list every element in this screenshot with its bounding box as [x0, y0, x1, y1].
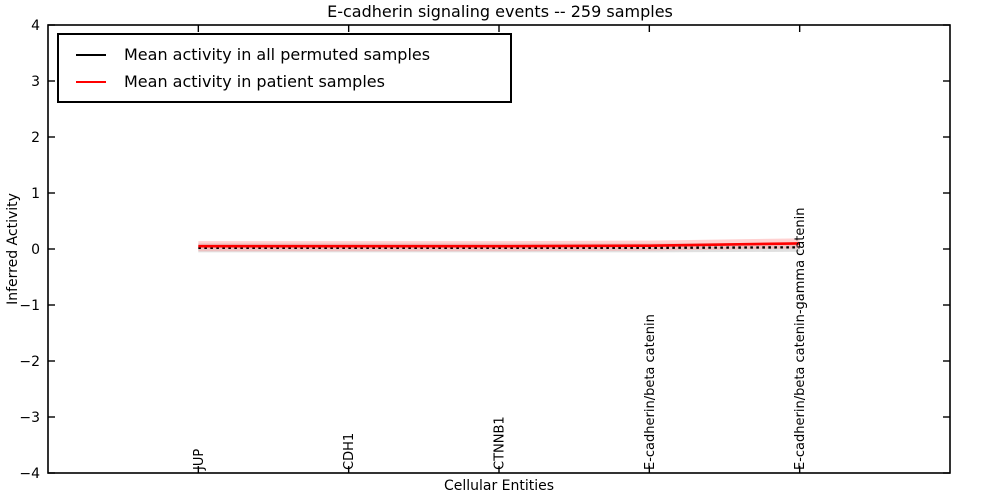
x-tick-label: CTNNB1 — [493, 416, 508, 470]
legend-item-patient: Mean activity in patient samples — [59, 68, 510, 95]
legend-line-patient-icon — [76, 80, 106, 83]
chart-title: E-cadherin signaling events -- 259 sampl… — [327, 2, 673, 21]
y-tick-label: 1 — [31, 186, 40, 202]
y-tick-label: 4 — [31, 18, 40, 34]
y-tick-label: 2 — [31, 130, 40, 146]
legend-line-permuted-icon — [76, 53, 106, 56]
series-line-permuted — [198, 246, 800, 250]
x-tick-label: JUP — [192, 449, 207, 471]
y-tick-label: −3 — [19, 410, 40, 426]
x-tick-label: CDH1 — [342, 433, 357, 470]
y-tick-label: −4 — [19, 466, 40, 482]
legend-item-permuted: Mean activity in all permuted samples — [59, 41, 510, 68]
legend-label-patient: Mean activity in patient samples — [124, 72, 385, 91]
y-tick-label: 3 — [31, 74, 40, 90]
y-tick-label: −1 — [19, 298, 40, 314]
y-tick-label: 0 — [31, 242, 40, 258]
legend: Mean activity in all permuted samples Me… — [57, 33, 512, 103]
y-tick-label: −2 — [19, 354, 40, 370]
series-line-patient — [198, 242, 800, 248]
legend-label-permuted: Mean activity in all permuted samples — [124, 45, 431, 64]
x-tick-label: E-cadherin/beta catenin — [643, 314, 658, 470]
x-tick-label: E-cadherin/beta catenin-gamma catenin — [793, 208, 808, 470]
x-axis-label: Cellular Entities — [443, 478, 555, 494]
